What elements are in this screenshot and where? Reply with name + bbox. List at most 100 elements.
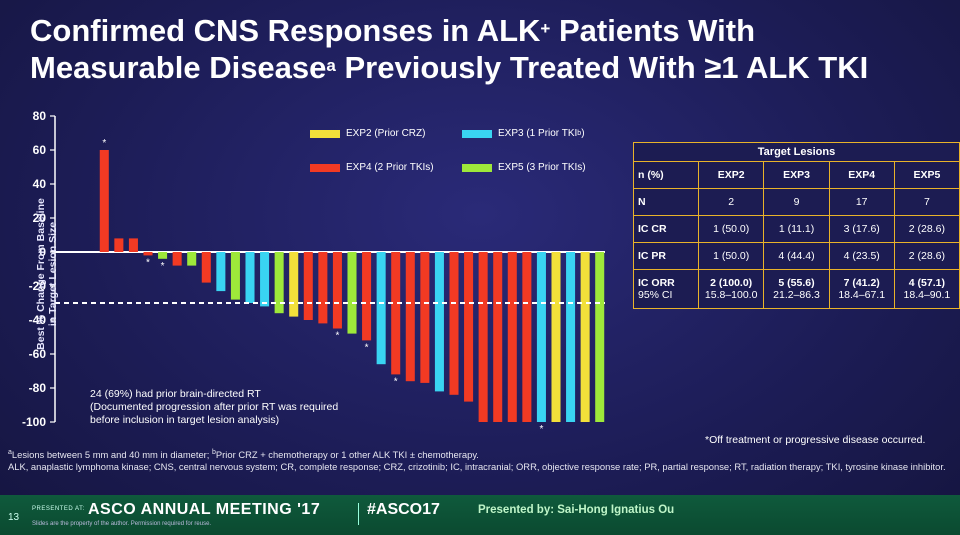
bar (289, 252, 299, 317)
bar (347, 252, 357, 334)
presented-at-label: PRESENTED AT: (32, 506, 85, 512)
y-axis-label: Best % Change From Baseline in Target Le… (35, 179, 59, 369)
table-row: IC CR 1 (50.0) 1 (11.1) 3 (17.6) 2 (28.6… (633, 215, 960, 243)
bar (99, 150, 109, 252)
bar (245, 252, 255, 303)
note-line-3: before inclusion in target lesion analys… (90, 414, 280, 426)
bar (274, 252, 284, 314)
bar (201, 252, 211, 283)
bar (187, 252, 197, 266)
y-tick-label: 0 (39, 245, 46, 259)
table-cell: 2 (28.6) (893, 215, 960, 243)
bar (507, 252, 517, 422)
table-cell-orr: 2 (100.0) 15.8–100.0 (697, 269, 765, 309)
star-footnote: *Off treatment or progressive disease oc… (705, 434, 926, 446)
bar (434, 252, 444, 392)
presenter-credit: Presented by: Sai-Hong Ignatius Ou (478, 504, 675, 516)
footnote-a: Lesions between 5 mm and 40 mm in diamet… (11, 449, 213, 461)
note-line-2: (Documented progression after prior RT w… (90, 401, 339, 413)
table-row-label: IC CR (633, 215, 699, 243)
table-cell: 1 (11.1) (763, 215, 830, 243)
table-row: IC PR 1 (50.0) 4 (44.4) 4 (23.5) 2 (28.6… (633, 242, 960, 270)
legend-label-exp4: EXP4 (2 Prior TKIs) (346, 162, 434, 173)
bar (128, 238, 138, 252)
bar (551, 252, 561, 422)
bar (449, 252, 459, 395)
footer-divider (358, 503, 359, 525)
bar (158, 252, 168, 259)
title-line-2: Measurable Diseasea Previously Treated W… (30, 49, 950, 86)
ci-value: 15.8–100.0 (704, 289, 758, 301)
y-tick-label: -60 (29, 347, 47, 361)
table-col-header: EXP2 (697, 161, 765, 189)
y-axis-label-line-2: in Target Lesion Size (47, 221, 59, 327)
legend-sup-exp3: b (577, 130, 582, 137)
off-treatment-marker: * (146, 257, 150, 268)
off-treatment-marker: * (161, 261, 165, 272)
table-cell: 1 (50.0) (697, 242, 765, 270)
legend-swatch-exp3 (462, 129, 492, 138)
legend-label-exp5: EXP5 (3 Prior TKIs) (498, 162, 586, 173)
y-axis-label-line-1: Best % Change From Baseline (35, 198, 47, 350)
bar (143, 252, 153, 256)
bar (362, 252, 372, 341)
bar (216, 252, 226, 292)
title-text-1b: Patients With (550, 13, 756, 48)
note-line-1: 24 (69%) had prior brain-directed RT (90, 388, 261, 400)
bar (595, 252, 605, 422)
table-cell: 1 (50.0) (697, 215, 765, 243)
table-title-row: Target Lesions (633, 142, 960, 162)
bar (536, 252, 546, 422)
footnotes: aLesions between 5 mm and 40 mm in diame… (8, 447, 948, 473)
table-col-header: EXP3 (763, 161, 830, 189)
rights-notice: Slides are the property of the author. P… (32, 521, 212, 527)
ci-value: 21.2–86.3 (773, 289, 820, 301)
y-tick-label: -20 (29, 279, 47, 293)
legend-label-exp2: EXP2 (Prior CRZ) (346, 128, 426, 139)
orr-value: 5 (55.6) (778, 277, 815, 289)
table-row-label: IC PR (633, 242, 699, 270)
bar (114, 238, 124, 252)
bar (478, 252, 488, 422)
title-superscript-2: a (326, 56, 336, 75)
ci-value: 18.4–90.1 (903, 289, 951, 301)
bar (566, 252, 576, 422)
y-tick-label: 20 (33, 211, 47, 225)
prior-rt-note: 24 (69%) had prior brain-directed RT (Do… (90, 388, 338, 427)
table-cell-orr: 7 (41.2) 18.4–67.1 (828, 269, 895, 309)
legend-swatch-exp2 (310, 129, 340, 138)
orr-value: 7 (41.2) (843, 277, 880, 289)
table-cell-orr: 4 (57.1) 18.4–90.1 (893, 269, 960, 309)
footer-bar: 13 PRESENTED AT: ASCO ANNUAL MEETING '17… (0, 495, 960, 535)
bar (303, 252, 313, 320)
meeting-name: ASCO ANNUAL MEETING '17 (88, 501, 321, 518)
y-tick-label: 80 (33, 109, 47, 123)
footnote-line-1: aLesions between 5 mm and 40 mm in diame… (8, 449, 479, 461)
table-cell: 2 (697, 188, 765, 216)
title-text-2b: Previously Treated With ≥1 ALK TKI (335, 50, 869, 85)
table-row-label-orr: IC ORR 95% CI (633, 269, 699, 309)
y-tick-label: 60 (33, 143, 47, 157)
footnote-abbreviations: ALK, anaplastic lymphoma kinase; CNS, ce… (8, 461, 946, 473)
table-cell: 3 (17.6) (828, 215, 895, 243)
table-cell: 2 (28.6) (893, 242, 960, 270)
title-superscript-1: + (540, 19, 551, 38)
bar (332, 252, 342, 329)
bar (260, 252, 270, 307)
bar (376, 252, 386, 365)
table-cell: 9 (763, 188, 830, 216)
legend-item-exp5: EXP5 (3 Prior TKIs) (462, 162, 586, 173)
bar (420, 252, 430, 383)
off-treatment-marker: * (539, 424, 543, 435)
legend-item-exp4: EXP4 (2 Prior TKIs) (310, 162, 434, 173)
slide-title: Confirmed CNS Responses in ALK+ Patients… (30, 12, 950, 86)
orr-value: 4 (57.1) (908, 277, 945, 289)
title-text-2: Measurable Disease (30, 50, 327, 85)
table-cell-orr: 5 (55.6) 21.2–86.3 (763, 269, 830, 309)
bar (580, 252, 590, 422)
bar (230, 252, 240, 300)
waterfall-chart: 80 60 40 20 0 -20 -40 -60 -80 -100 * * * * * * * (22, 109, 605, 435)
table-row-label: N (633, 188, 699, 216)
table-cell: 4 (23.5) (828, 242, 895, 270)
